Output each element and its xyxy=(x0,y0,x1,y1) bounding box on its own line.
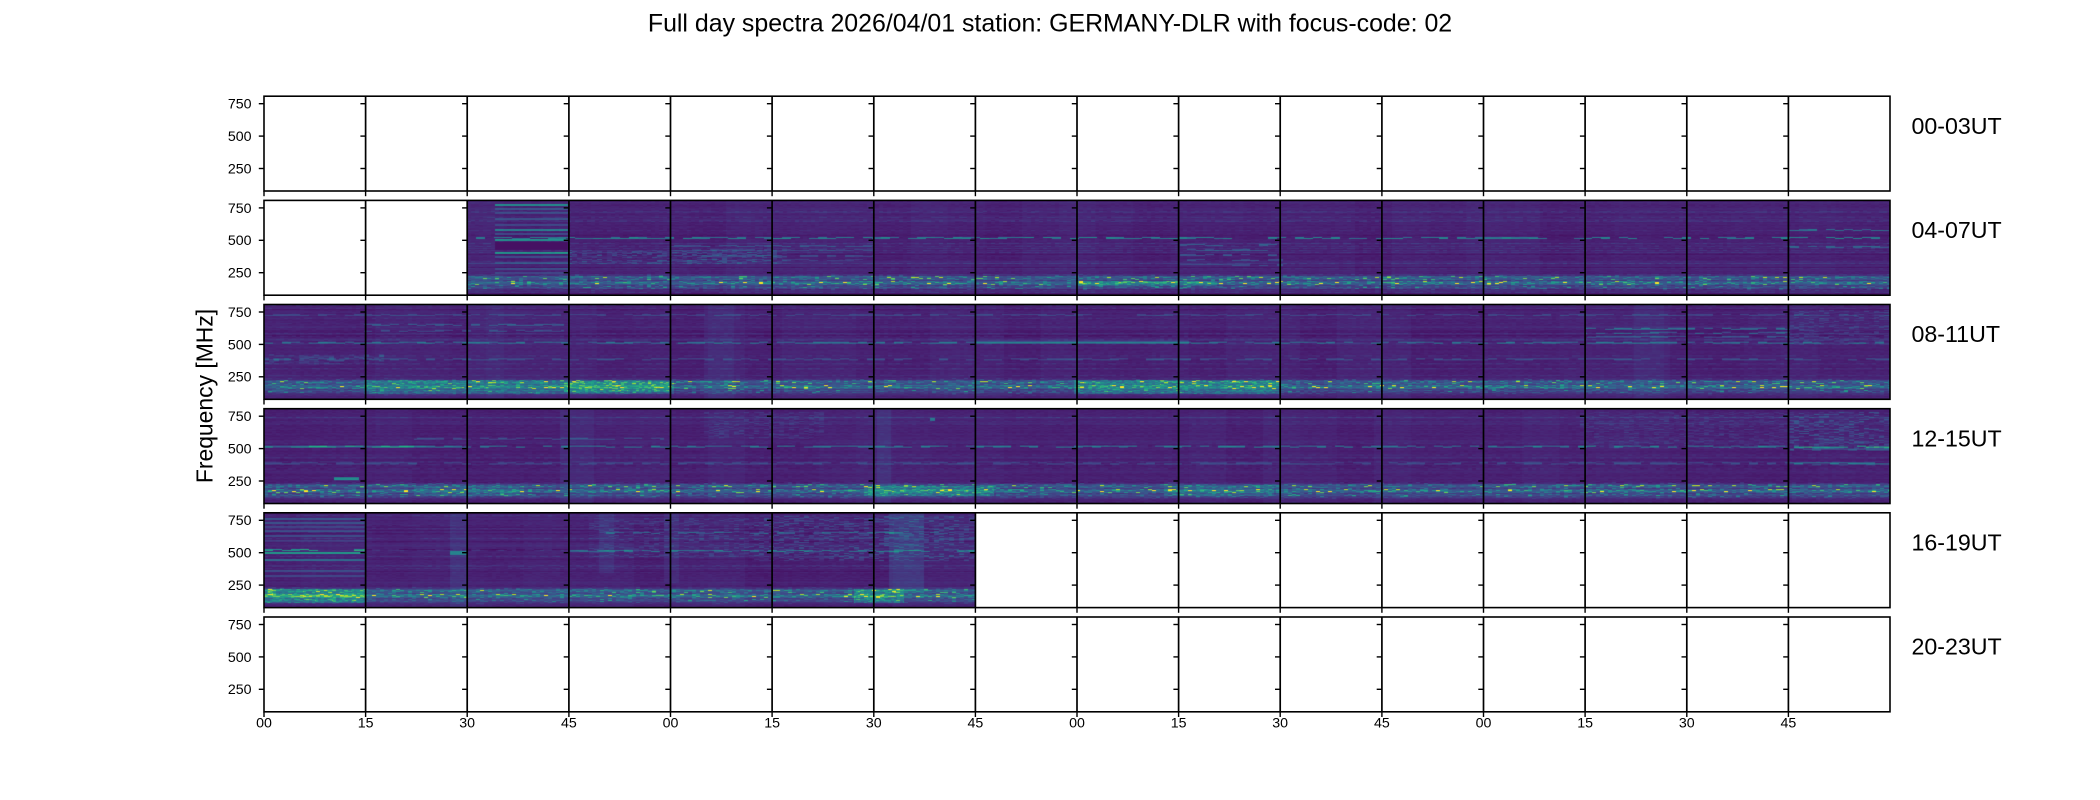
svg-text:08-11UT: 08-11UT xyxy=(1912,321,2001,347)
svg-text:Frequency [MHz]: Frequency [MHz] xyxy=(192,309,218,483)
svg-text:250: 250 xyxy=(228,682,252,698)
svg-text:750: 750 xyxy=(228,201,252,217)
svg-text:750: 750 xyxy=(228,513,252,529)
svg-text:30: 30 xyxy=(866,716,882,732)
svg-text:750: 750 xyxy=(228,617,252,633)
svg-text:16-19UT: 16-19UT xyxy=(1912,529,2002,555)
svg-text:04-07UT: 04-07UT xyxy=(1912,217,2002,243)
svg-text:250: 250 xyxy=(228,370,252,386)
svg-text:45: 45 xyxy=(968,716,984,732)
svg-text:00: 00 xyxy=(1069,716,1085,732)
svg-text:500: 500 xyxy=(228,337,252,353)
svg-text:500: 500 xyxy=(228,129,252,145)
svg-text:30: 30 xyxy=(1272,716,1288,732)
svg-text:30: 30 xyxy=(1679,716,1695,732)
svg-text:500: 500 xyxy=(228,233,252,249)
svg-text:15: 15 xyxy=(764,716,780,732)
svg-text:00: 00 xyxy=(256,716,272,732)
svg-text:750: 750 xyxy=(228,409,252,425)
svg-text:00: 00 xyxy=(663,716,679,732)
svg-text:45: 45 xyxy=(561,716,577,732)
svg-text:45: 45 xyxy=(1374,716,1390,732)
svg-text:250: 250 xyxy=(228,161,252,177)
svg-text:500: 500 xyxy=(228,442,252,458)
svg-text:Full day spectra 2026/04/01 st: Full day spectra 2026/04/01 station: GER… xyxy=(648,10,1452,38)
svg-text:250: 250 xyxy=(228,578,252,594)
svg-text:12-15UT: 12-15UT xyxy=(1912,425,2002,451)
svg-text:30: 30 xyxy=(459,716,475,732)
svg-text:250: 250 xyxy=(228,474,252,490)
svg-text:250: 250 xyxy=(228,266,252,282)
svg-text:20-23UT: 20-23UT xyxy=(1912,634,2002,660)
svg-text:750: 750 xyxy=(228,305,252,321)
svg-text:500: 500 xyxy=(228,546,252,562)
svg-text:00-03UT: 00-03UT xyxy=(1912,113,2002,139)
svg-text:45: 45 xyxy=(1781,716,1797,732)
svg-text:00: 00 xyxy=(1476,716,1492,732)
svg-text:15: 15 xyxy=(358,716,374,732)
svg-text:15: 15 xyxy=(1577,716,1593,732)
svg-text:500: 500 xyxy=(228,650,252,666)
svg-text:750: 750 xyxy=(228,97,252,113)
svg-text:15: 15 xyxy=(1171,716,1187,732)
